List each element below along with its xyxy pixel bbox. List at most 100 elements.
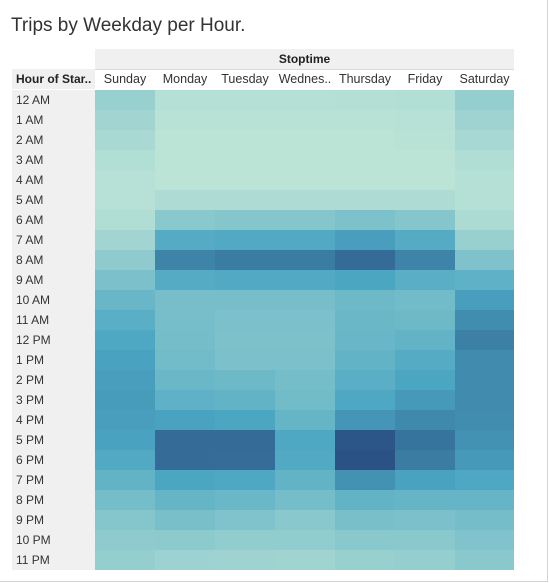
heat-cell-8-0[interactable] bbox=[95, 250, 155, 270]
heat-cell-9-0[interactable] bbox=[95, 270, 155, 290]
heat-cell-6-4[interactable] bbox=[335, 210, 395, 230]
heat-cell-3-6[interactable] bbox=[455, 150, 514, 170]
heat-cell-6-3[interactable] bbox=[275, 210, 335, 230]
row-label-9[interactable]: 9 AM bbox=[16, 273, 44, 287]
heat-cell-12-1[interactable] bbox=[155, 330, 215, 350]
heat-cell-4-6[interactable] bbox=[455, 170, 514, 190]
heat-cell-8-5[interactable] bbox=[395, 250, 455, 270]
heat-cell-22-6[interactable] bbox=[455, 530, 514, 550]
column-label-1[interactable]: Monday bbox=[162, 72, 208, 86]
heat-cell-15-2[interactable] bbox=[215, 390, 275, 410]
heat-cell-2-6[interactable] bbox=[455, 130, 514, 150]
heat-cell-8-2[interactable] bbox=[215, 250, 275, 270]
heat-cell-21-6[interactable] bbox=[455, 510, 514, 530]
heat-cell-18-1[interactable] bbox=[155, 450, 215, 470]
heat-cell-7-1[interactable] bbox=[155, 230, 215, 250]
heat-cell-21-2[interactable] bbox=[215, 510, 275, 530]
heat-cell-10-3[interactable] bbox=[275, 290, 335, 310]
heat-cell-18-5[interactable] bbox=[395, 450, 455, 470]
heat-cell-10-6[interactable] bbox=[455, 290, 514, 310]
heat-cell-14-6[interactable] bbox=[455, 370, 514, 390]
heat-cell-19-2[interactable] bbox=[215, 470, 275, 490]
heat-cell-1-4[interactable] bbox=[335, 110, 395, 130]
heat-cell-1-0[interactable] bbox=[95, 110, 155, 130]
heat-cell-6-2[interactable] bbox=[215, 210, 275, 230]
row-label-2[interactable]: 2 AM bbox=[16, 133, 44, 147]
heat-cell-0-0[interactable] bbox=[95, 90, 155, 110]
heat-cell-16-3[interactable] bbox=[275, 410, 335, 430]
column-label-4[interactable]: Thursday bbox=[338, 72, 392, 86]
heat-cell-20-5[interactable] bbox=[395, 490, 455, 510]
heat-cell-4-2[interactable] bbox=[215, 170, 275, 190]
heat-cell-13-6[interactable] bbox=[455, 350, 514, 370]
heat-cell-22-3[interactable] bbox=[275, 530, 335, 550]
row-label-11[interactable]: 11 AM bbox=[16, 313, 50, 327]
heat-cell-17-0[interactable] bbox=[95, 430, 155, 450]
heat-cell-21-1[interactable] bbox=[155, 510, 215, 530]
heat-cell-3-0[interactable] bbox=[95, 150, 155, 170]
heat-cell-21-5[interactable] bbox=[395, 510, 455, 530]
heat-cell-22-2[interactable] bbox=[215, 530, 275, 550]
row-label-16[interactable]: 4 PM bbox=[16, 413, 45, 427]
heat-cell-10-5[interactable] bbox=[395, 290, 455, 310]
heat-cell-3-3[interactable] bbox=[275, 150, 335, 170]
row-label-14[interactable]: 2 PM bbox=[16, 373, 45, 387]
heat-cell-5-1[interactable] bbox=[155, 190, 215, 210]
column-label-0[interactable]: Sunday bbox=[103, 72, 147, 86]
column-label-6[interactable]: Saturday bbox=[459, 72, 510, 86]
heat-cell-4-5[interactable] bbox=[395, 170, 455, 190]
heat-cell-9-3[interactable] bbox=[275, 270, 335, 290]
row-label-12[interactable]: 12 PM bbox=[16, 333, 51, 347]
heat-cell-2-4[interactable] bbox=[335, 130, 395, 150]
heat-cell-12-3[interactable] bbox=[275, 330, 335, 350]
heat-cell-15-0[interactable] bbox=[95, 390, 155, 410]
heat-cell-4-0[interactable] bbox=[95, 170, 155, 190]
heat-cell-2-0[interactable] bbox=[95, 130, 155, 150]
heat-cell-23-1[interactable] bbox=[155, 550, 215, 570]
heat-cell-14-4[interactable] bbox=[335, 370, 395, 390]
heat-cell-22-0[interactable] bbox=[95, 530, 155, 550]
heat-cell-23-6[interactable] bbox=[455, 550, 514, 570]
row-header-title[interactable]: Hour of Star.. bbox=[12, 69, 95, 89]
heat-cell-7-2[interactable] bbox=[215, 230, 275, 250]
heat-cell-0-5[interactable] bbox=[395, 90, 455, 110]
heat-cell-12-4[interactable] bbox=[335, 330, 395, 350]
heat-cell-19-3[interactable] bbox=[275, 470, 335, 490]
heat-cell-2-2[interactable] bbox=[215, 130, 275, 150]
heat-cell-20-2[interactable] bbox=[215, 490, 275, 510]
heat-cell-9-2[interactable] bbox=[215, 270, 275, 290]
heat-cell-13-5[interactable] bbox=[395, 350, 455, 370]
row-label-0[interactable]: 12 AM bbox=[16, 93, 51, 107]
heat-cell-9-6[interactable] bbox=[455, 270, 514, 290]
heat-cell-22-5[interactable] bbox=[395, 530, 455, 550]
row-label-15[interactable]: 3 PM bbox=[16, 393, 45, 407]
column-label-3[interactable]: Wednes.. bbox=[278, 72, 332, 86]
heat-cell-10-4[interactable] bbox=[335, 290, 395, 310]
heat-cell-7-6[interactable] bbox=[455, 230, 514, 250]
heat-cell-20-6[interactable] bbox=[455, 490, 514, 510]
heat-cell-16-4[interactable] bbox=[335, 410, 395, 430]
heat-cell-15-6[interactable] bbox=[455, 390, 514, 410]
heat-cell-18-4[interactable] bbox=[335, 450, 395, 470]
heat-cell-9-1[interactable] bbox=[155, 270, 215, 290]
heat-cell-16-0[interactable] bbox=[95, 410, 155, 430]
heat-cell-2-3[interactable] bbox=[275, 130, 335, 150]
heat-cell-3-5[interactable] bbox=[395, 150, 455, 170]
heat-cell-6-6[interactable] bbox=[455, 210, 514, 230]
heat-cell-12-6[interactable] bbox=[455, 330, 514, 350]
heat-cell-10-2[interactable] bbox=[215, 290, 275, 310]
heat-cell-19-4[interactable] bbox=[335, 470, 395, 490]
heat-cell-11-2[interactable] bbox=[215, 310, 275, 330]
heat-cell-0-6[interactable] bbox=[455, 90, 514, 110]
heat-cell-6-1[interactable] bbox=[155, 210, 215, 230]
heat-cell-4-1[interactable] bbox=[155, 170, 215, 190]
heat-cell-15-1[interactable] bbox=[155, 390, 215, 410]
heat-cell-20-1[interactable] bbox=[155, 490, 215, 510]
heat-cell-7-4[interactable] bbox=[335, 230, 395, 250]
column-label-2[interactable]: Tuesday bbox=[221, 72, 269, 86]
heat-cell-12-5[interactable] bbox=[395, 330, 455, 350]
heat-cell-7-0[interactable] bbox=[95, 230, 155, 250]
heat-cell-21-3[interactable] bbox=[275, 510, 335, 530]
heat-cell-23-0[interactable] bbox=[95, 550, 155, 570]
heat-cell-20-4[interactable] bbox=[335, 490, 395, 510]
